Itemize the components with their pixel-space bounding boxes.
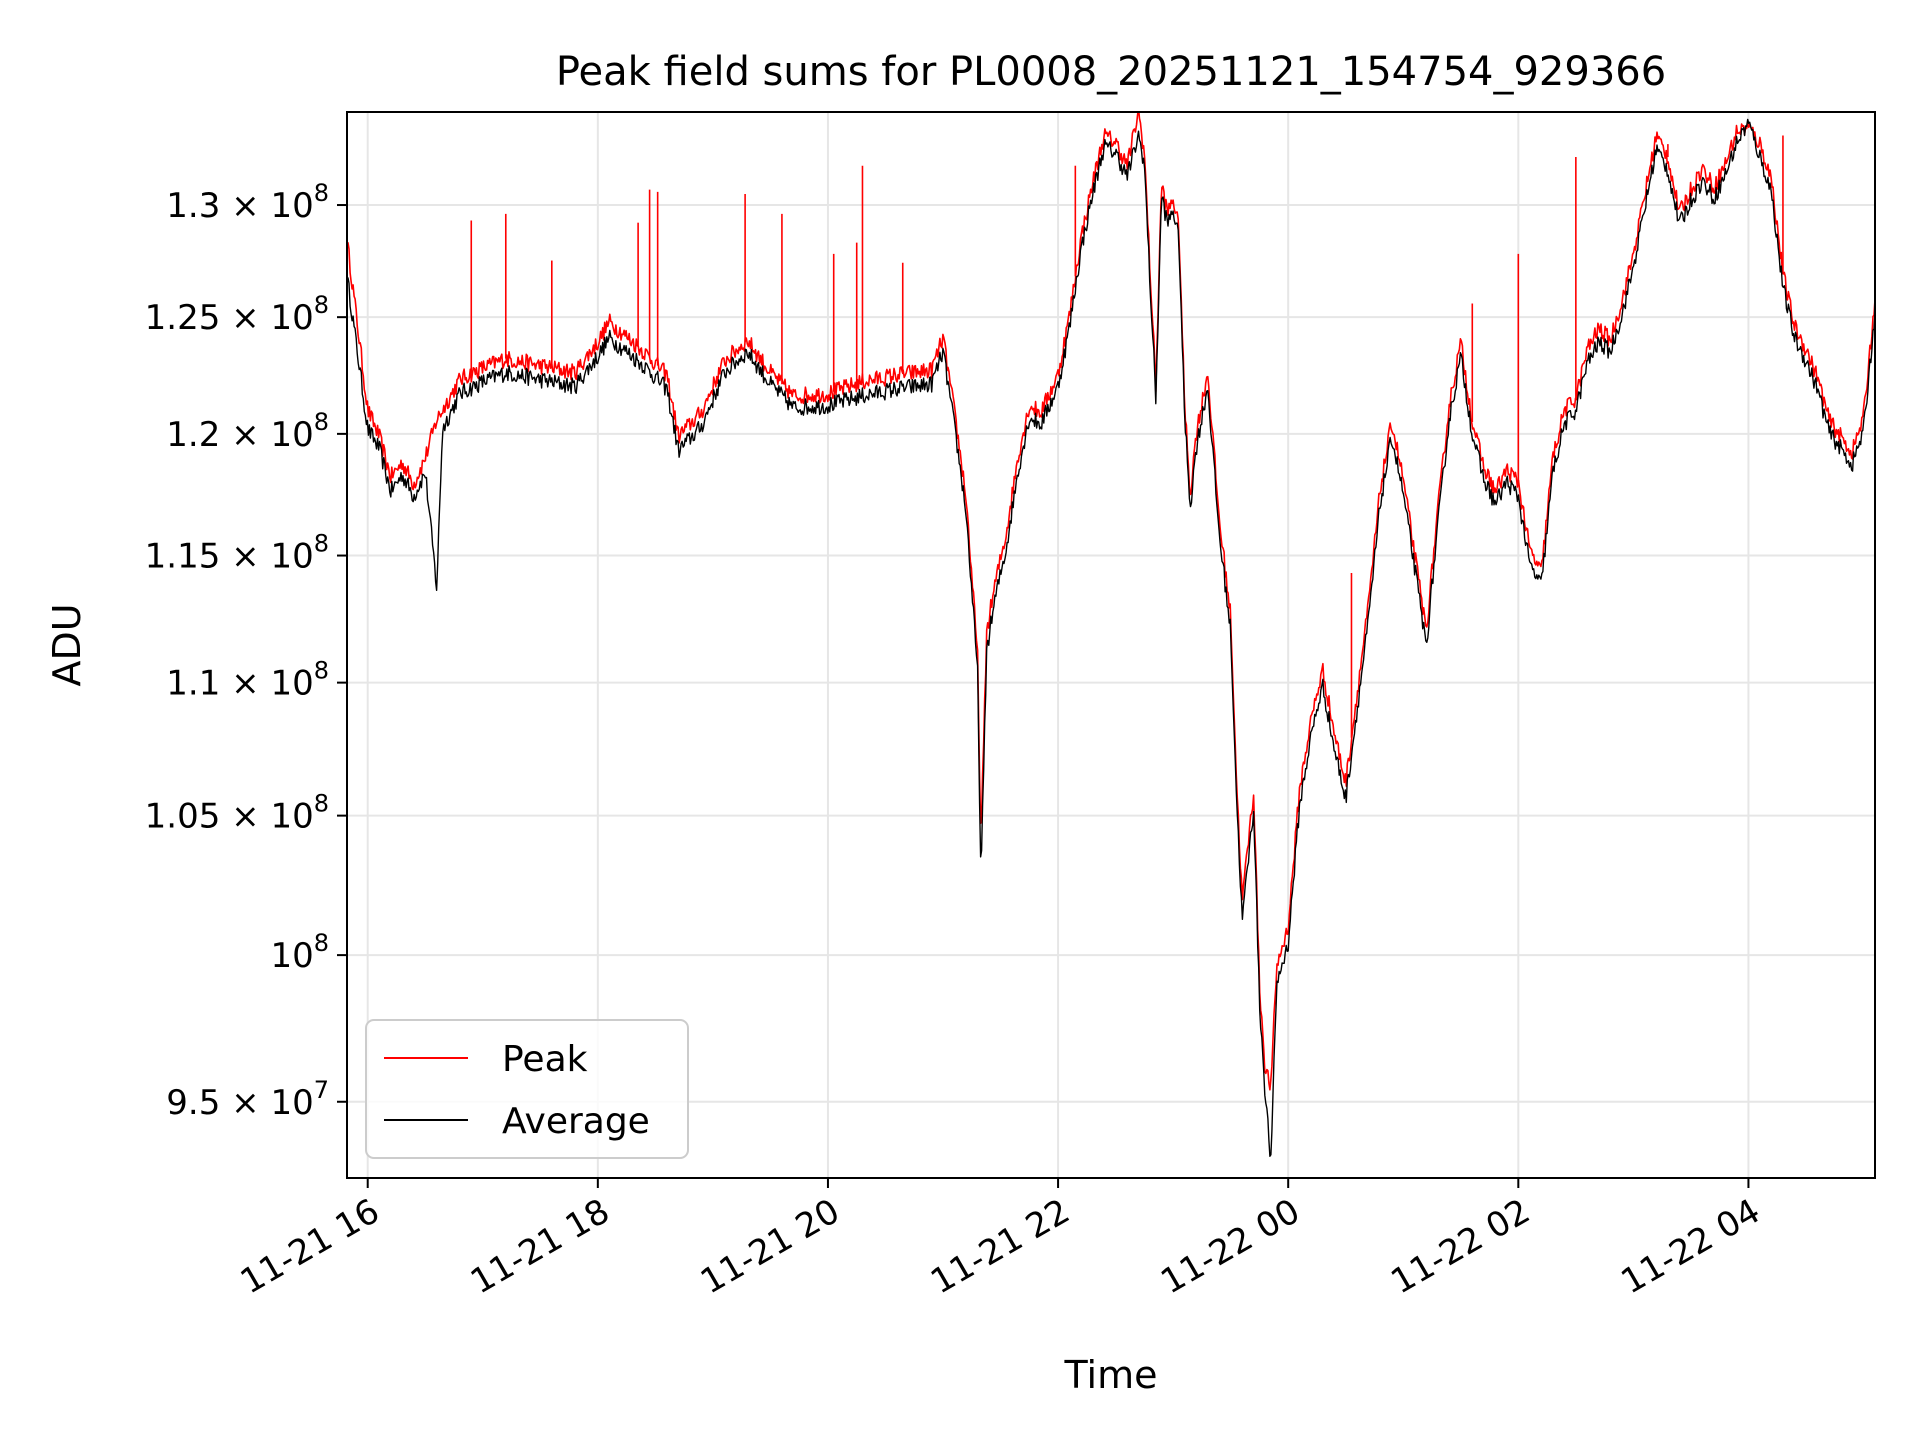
y-axis-label: ADU bbox=[45, 603, 89, 686]
y-tick-label: 1.1 × 108 bbox=[166, 657, 329, 704]
legend: Peak Average bbox=[365, 1019, 689, 1159]
y-tick-label: 108 bbox=[270, 929, 329, 976]
x-axis-label: Time bbox=[1064, 1353, 1158, 1397]
series-line-average bbox=[347, 118, 1875, 1157]
legend-label-peak: Peak bbox=[502, 1039, 588, 1080]
series-layer bbox=[347, 112, 1875, 1157]
y-tick-label: 1.2 × 108 bbox=[166, 408, 329, 455]
plot-frame bbox=[346, 111, 1876, 1179]
y-tick-label: 1.05 × 108 bbox=[145, 790, 329, 837]
y-tick-label: 1.25 × 108 bbox=[145, 291, 329, 338]
y-axis: 9.5 × 107 108 1.05 × 108 1.1 × 108 1.15 × 10… bbox=[145, 179, 347, 1123]
y-tick-label: 1.15 × 108 bbox=[145, 530, 329, 577]
legend-label-average: Average bbox=[502, 1101, 650, 1142]
y-tick-label: 9.5 × 107 bbox=[166, 1076, 329, 1123]
legend-box bbox=[365, 1019, 689, 1159]
chart-title: Peak field sums for PL0008_20251121_1547… bbox=[556, 49, 1666, 95]
series-line-peak bbox=[347, 112, 1875, 1091]
y-tick-label: 1.3 × 108 bbox=[166, 179, 329, 226]
